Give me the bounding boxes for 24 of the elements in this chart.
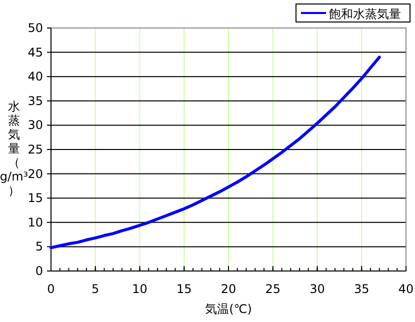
- x-tick-label: 20: [220, 282, 236, 296]
- y-tick-label: 20: [28, 166, 43, 181]
- y-tick-label: 50: [28, 21, 43, 35]
- x-tick-label: 40: [398, 282, 414, 296]
- y-tick-label: 10: [28, 215, 43, 230]
- y-tick-label: 15: [28, 191, 43, 206]
- y-axis-title: 水蒸気量（g/m³）: [0, 100, 28, 198]
- y-tick-label: 30: [28, 118, 43, 132]
- x-tick-label: 0: [47, 282, 55, 296]
- x-tick-label: 10: [132, 282, 148, 296]
- y-tick-label: 35: [28, 94, 43, 108]
- y-tick-label: 0: [35, 264, 43, 278]
- x-tick-label: 35: [354, 282, 370, 296]
- line-series: [50, 56, 381, 250]
- x-tick-label: 30: [310, 282, 325, 296]
- y-tick-label: 25: [28, 142, 43, 156]
- x-tick-label: 15: [176, 282, 192, 296]
- x-tick-label: 5: [92, 282, 100, 296]
- x-tick-label: 25: [265, 282, 281, 296]
- legend-label: 飽和水蒸気量: [329, 7, 401, 21]
- y-tick-label: 45: [28, 45, 43, 60]
- x-axis-title: 気温(℃): [205, 302, 252, 316]
- y-tick-label: 5: [35, 240, 43, 254]
- y-tick-label: 40: [28, 70, 43, 84]
